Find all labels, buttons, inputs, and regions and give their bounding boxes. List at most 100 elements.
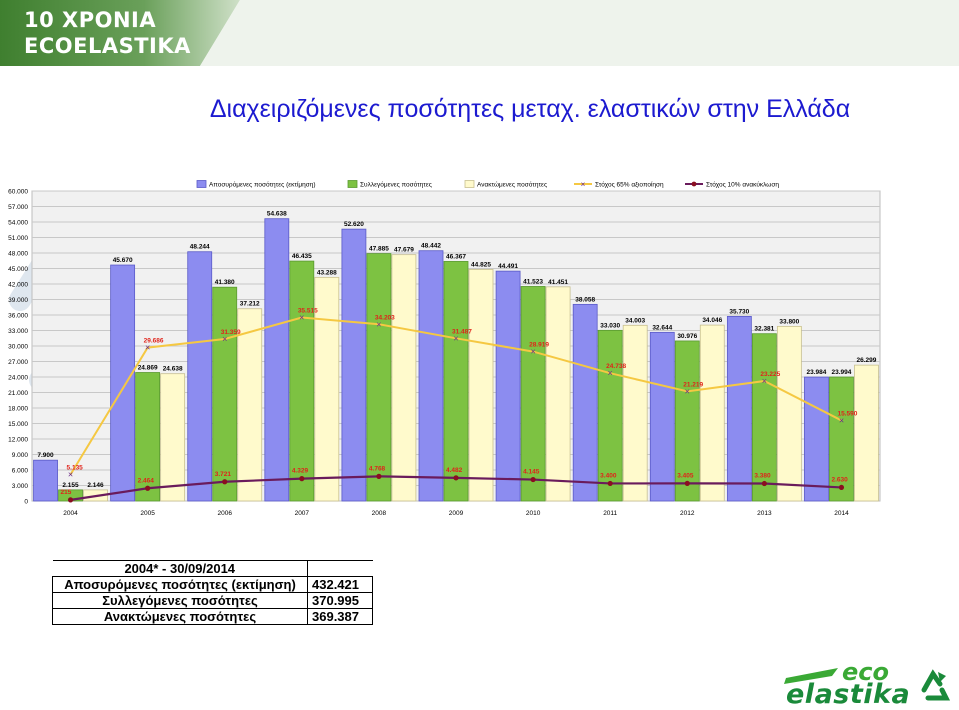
bar-value-label: 33.030	[600, 322, 620, 329]
y-tick-label: 15.000	[8, 421, 28, 428]
bar	[160, 373, 186, 502]
totals-row-value: 369.387	[307, 608, 373, 625]
bar-value-label: 30.976	[677, 333, 697, 340]
bar-value-label: 24.869	[138, 365, 158, 372]
line-value-label: 24.738	[606, 363, 626, 370]
bar	[33, 459, 58, 502]
bar	[545, 286, 571, 502]
recycle-icon	[921, 669, 951, 701]
bar-value-label: 2.146	[87, 482, 104, 489]
brand-banner	[0, 0, 959, 66]
x-axis-tick-labels: 2004 2005 2006 2007 2008 2009 2010 2011 2012 2013…	[63, 510, 849, 517]
legend-marker	[691, 181, 697, 187]
logo-text-elastika: elastika	[786, 679, 911, 710]
line-value-label: 2.464	[138, 477, 155, 484]
line-value-label: 3.721	[215, 471, 232, 478]
bar-value-label: 47.679	[394, 247, 414, 254]
bar	[572, 303, 598, 502]
y-tick-label: 24.000	[8, 375, 28, 382]
line-value-label: 2.630	[831, 476, 848, 483]
totals-header-row: 2004* - 30/09/2014	[52, 560, 373, 577]
logo-text-eco: eco	[842, 658, 889, 686]
point-marker	[838, 484, 845, 491]
bar-value-label: 2.155	[62, 482, 79, 489]
brand-title-line1: 10 ΧΡΟΝΙΑ	[24, 8, 157, 32]
brand-title-line2: ECOELASTIKA	[24, 34, 191, 58]
bar-value-label: 23.984	[807, 369, 827, 376]
point-marker: ×	[453, 333, 458, 343]
line-value-label: 4.329	[292, 468, 309, 475]
totals-row-label: Αποσυρόμενες ποσότητες (εκτίμηση)	[52, 576, 308, 593]
y-tick-label: 57.000	[8, 204, 28, 211]
bar-value-label: 38.058	[575, 296, 595, 303]
bar-value-label: 34.046	[702, 317, 722, 324]
legend-swatch	[464, 180, 475, 188]
bar-value-label: 24.638	[163, 366, 183, 373]
bar	[649, 331, 675, 502]
x-tick-label: 2006	[217, 510, 232, 517]
totals-row: Ανακτώμενες ποσότητες 369.387	[52, 608, 373, 625]
point-marker: ×	[530, 347, 535, 357]
point-marker	[145, 485, 151, 491]
legend-entry: Ανακτώμενες ποσότητες	[477, 181, 547, 189]
point-marker	[222, 479, 228, 485]
line-value-label: 34.203	[375, 314, 395, 321]
bar-value-label: 44.491	[498, 263, 518, 270]
point-marker: ×	[299, 313, 304, 323]
totals-row-value: 432.421	[307, 576, 373, 593]
bar	[776, 325, 802, 502]
bar	[264, 218, 290, 502]
y-tick-label: 36.000	[8, 313, 28, 320]
y-tick-label: 33.000	[8, 328, 28, 335]
y-tick-label: 45.000	[8, 266, 28, 273]
bar	[804, 376, 829, 502]
bar-value-label: 32.381	[754, 326, 774, 333]
bar-value-label: 45.670	[113, 257, 133, 264]
line-value-label: 3.400	[600, 472, 617, 479]
point-marker	[684, 480, 690, 487]
y-tick-label: 30.000	[8, 344, 28, 351]
series-line	[69, 316, 842, 475]
y-tick-label: 48.000	[8, 251, 28, 258]
x-tick-label: 2008	[372, 510, 387, 517]
bar-value-label: 32.644	[652, 324, 672, 331]
line-value-label: 3.380	[754, 473, 771, 480]
bar-value-label: 43.288	[317, 269, 337, 276]
x-tick-label: 2004	[63, 510, 78, 517]
y-tick-label: 39.000	[8, 297, 28, 304]
totals-header-blank	[307, 560, 373, 577]
bars	[33, 218, 879, 502]
point-marker: ×	[145, 343, 150, 353]
bar-value-label: 52.620	[344, 221, 364, 228]
legend-marker: ×	[581, 180, 586, 189]
line-value-label: 4.768	[369, 465, 386, 472]
bar	[674, 340, 700, 502]
x-tick-label: 2005	[140, 510, 155, 517]
line-value-label: 4.482	[446, 467, 463, 474]
legend-entry: Στόχος 65% αξιοποίηση	[595, 181, 664, 189]
bar-value-label: 46.435	[292, 253, 312, 260]
legend-swatch	[196, 180, 207, 188]
logo-swoosh-icon	[784, 668, 838, 684]
y-axis-tick-labels: 0 3.000 6.000 9.000 12.000 15.000 18.000 21.000…	[8, 189, 28, 506]
point-marker	[299, 476, 305, 482]
point-marker: ×	[685, 386, 690, 396]
bar-value-label: 48.442	[421, 243, 441, 250]
x-tick-label: 2011	[603, 510, 617, 517]
bar-value-label: 7.900	[37, 452, 54, 459]
legend: Αποσυρόμενες ποσότητες (εκτίμηση) Συλλεγό…	[196, 180, 779, 189]
point-marker	[376, 473, 382, 479]
bar-value-label: 46.367	[446, 253, 466, 260]
y-tick-label: 0	[24, 499, 28, 506]
bar-value-label: 44.825	[471, 261, 491, 268]
point-marker: ×	[839, 415, 844, 425]
totals-period: 2004* - 30/09/2014	[52, 560, 308, 577]
line-value-label: 5.135	[67, 464, 84, 471]
point-marker: ×	[762, 376, 767, 386]
y-tick-label: 51.000	[8, 235, 28, 242]
line-value-label: 28.919	[529, 342, 549, 349]
bar	[237, 308, 263, 502]
y-tick-label: 21.000	[8, 390, 28, 397]
x-tick-label: 2014	[834, 510, 849, 517]
legend-swatch	[347, 180, 358, 188]
